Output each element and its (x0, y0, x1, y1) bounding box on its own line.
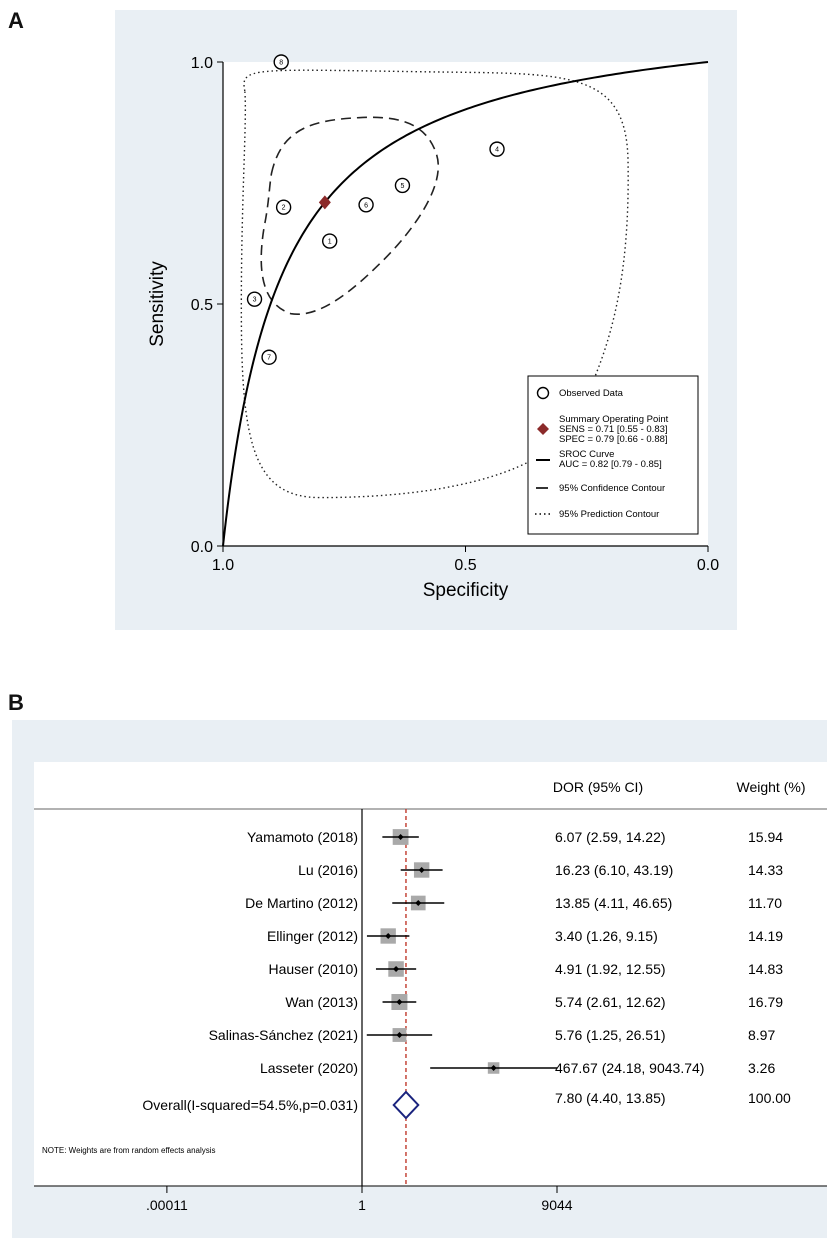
sroc-curve (222, 61, 709, 547)
observed-data-point (275, 199, 292, 215)
study-dor-ci: 3.40 (1.26, 9.15) (555, 928, 658, 944)
y-tick-label: 0.5 (191, 297, 213, 314)
observed-data-point-label: 4 (495, 147, 499, 154)
study-name: Salinas-Sánchez (2021) (209, 1027, 358, 1043)
study-dor-ci: 6.07 (2.59, 14.22) (555, 829, 666, 845)
legend-entry-text: 95% Prediction Contour (559, 509, 659, 520)
study-weight: 14.33 (748, 862, 783, 878)
legend-entry-text: SENS = 0.71 [0.55 - 0.83] (559, 424, 668, 435)
study-dor-ci: 5.76 (1.25, 26.51) (555, 1027, 666, 1043)
study-weight: 15.94 (748, 829, 783, 845)
observed-data-point (394, 177, 411, 194)
footnote: NOTE: Weights are from random effects an… (42, 1146, 216, 1155)
overall-diamond (392, 1090, 420, 1120)
panel-label-b: B (8, 690, 24, 715)
summary-operating-point (318, 195, 331, 210)
legend-entry-text: SPEC = 0.79 [0.66 - 0.88] (559, 434, 668, 445)
study-name: Lu (2016) (298, 862, 358, 878)
study-name: Wan (2013) (285, 994, 358, 1010)
observed-data-point (261, 349, 277, 365)
study-dor-ci: 13.85 (4.11, 46.65) (555, 895, 672, 911)
confidence-contour (260, 116, 439, 315)
study-weight: 16.79 (748, 994, 783, 1010)
legend-entry-text: Summary Operating Point (559, 414, 669, 425)
forest-chart: DOR (95% CI) Weight (%) .00011 1 9044 Yamamot… (34, 762, 827, 1213)
legend-box (527, 375, 699, 535)
overall-dor-ci: 7.80 (4.40, 13.85) (555, 1090, 666, 1106)
observed-data-point-label: 7 (267, 355, 271, 362)
observed-data-point-label: 8 (279, 60, 283, 67)
x-tick-label: 1 (358, 1197, 366, 1213)
study-dor-ci: 467.67 (24.18, 9043.74) (555, 1060, 704, 1076)
sroc-panel: 1.0 0.5 0.0 0.0 0.5 1.0 Specificity Sensitivity… (115, 10, 737, 630)
x-tick-label: 0.5 (454, 557, 476, 574)
observed-data-point (321, 233, 338, 249)
study-point-estimate (396, 999, 403, 1005)
x-tick-label: 1.0 (212, 557, 234, 574)
study-point-estimate (415, 900, 422, 906)
x-tick-label: 0.0 (697, 557, 719, 574)
y-tick-label: 1.0 (191, 55, 213, 72)
study-point-estimate (418, 867, 425, 873)
observed-data-point-label: 5 (400, 183, 404, 190)
study-dor-ci: 4.91 (1.92, 12.55) (555, 961, 666, 977)
study-weight: 11.70 (748, 895, 782, 911)
legend-entry-text: SROC Curve (559, 449, 614, 460)
y-axis-title: Sensitivity (147, 261, 168, 347)
study-weight: 8.97 (748, 1027, 775, 1043)
study-point-estimate (385, 933, 392, 939)
legend-entry-text: AUC = 0.82 [0.79 - 0.85] (559, 459, 662, 470)
observed-data-point (246, 291, 263, 307)
panel-label-a: A (8, 8, 24, 33)
study-name: Lasseter (2020) (260, 1060, 358, 1076)
legend-marker-circle (536, 386, 550, 400)
sroc-chart: 1.0 0.5 0.0 0.0 0.5 1.0 Specificity Sensitivity… (147, 54, 719, 601)
study-name: Ellinger (2012) (267, 928, 358, 944)
study-point-estimate (397, 834, 404, 840)
study-name: De Martino (2012) (245, 895, 358, 911)
study-dor-ci: 16.23 (6.10, 43.19) (555, 862, 673, 878)
x-tick-label: .00011 (146, 1197, 188, 1213)
weight-column-header: Weight (%) (737, 779, 806, 795)
y-tick-label: 0.0 (191, 539, 213, 556)
forest-plot-area (34, 762, 827, 1186)
study-name: Hauser (2010) (269, 961, 359, 977)
observed-data-point-label: 3 (253, 297, 257, 304)
observed-data-point (358, 197, 374, 213)
forest-panel: DOR (95% CI) Weight (%) .00011 1 9044 Yamamot… (12, 720, 827, 1238)
observed-data-point-label: 2 (282, 205, 286, 212)
legend-marker-diamond (537, 423, 549, 435)
legend-entry-text: Observed Data (559, 388, 624, 399)
study-dor-ci: 5.74 (2.61, 12.62) (555, 994, 666, 1010)
legend-entry-text: 95% Confidence Contour (559, 483, 665, 494)
observed-data-point-label: 1 (328, 239, 332, 246)
observed-data-point (273, 54, 289, 70)
study-weight: 3.26 (748, 1060, 775, 1076)
x-tick-label: 9044 (541, 1197, 572, 1213)
x-axis-title: Specificity (423, 580, 509, 601)
study-point-estimate (490, 1065, 497, 1071)
observed-data-point (489, 141, 505, 157)
overall-weight: 100.00 (748, 1090, 791, 1106)
dor-column-header: DOR (95% CI) (553, 779, 643, 795)
study-name: Yamamoto (2018) (247, 829, 358, 845)
study-weight: 14.19 (748, 928, 783, 944)
observed-data-point-label: 6 (364, 202, 368, 209)
overall-label: Overall(I-squared=54.5%,p=0.031) (142, 1097, 358, 1113)
study-point-estimate (393, 966, 400, 972)
study-point-estimate (396, 1032, 403, 1038)
study-weight: 14.83 (748, 961, 783, 977)
